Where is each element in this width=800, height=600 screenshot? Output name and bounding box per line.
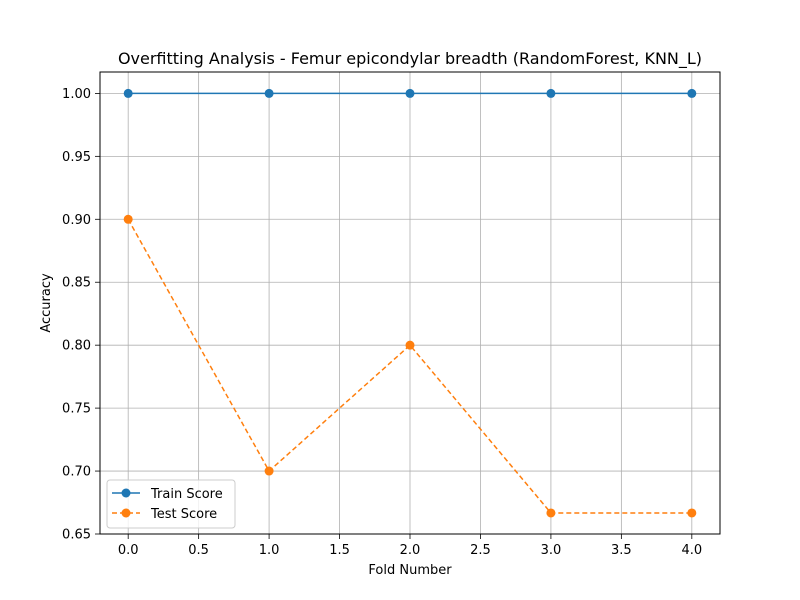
legend-train-marker [121, 488, 131, 498]
y-axis: 0.65 0.70 0.75 0.80 0.85 0.90 0.95 1.00 [62, 87, 100, 543]
train-score-point [687, 88, 697, 98]
x-tick-label: 4.0 [681, 543, 702, 558]
y-axis-label: Accuracy [39, 273, 54, 333]
train-score-point [546, 88, 556, 98]
train-score-point [123, 88, 133, 98]
x-tick-label: 1.5 [329, 543, 350, 558]
y-tick-label: 0.80 [62, 339, 91, 354]
y-tick-label: 0.85 [62, 276, 91, 291]
x-axis-label: Fold Number [368, 563, 452, 578]
chart-title: Overfitting Analysis - Femur epicondylar… [118, 49, 702, 69]
x-tick-label: 0.5 [188, 543, 209, 558]
y-tick-label: 0.95 [62, 150, 91, 165]
legend-test-marker [121, 508, 131, 518]
x-axis: 0.0 0.5 1.0 1.5 2.0 2.5 3.0 3.5 4.0 [118, 534, 702, 558]
legend-test-label: Test Score [150, 507, 217, 522]
test-score-point [123, 214, 133, 224]
test-score-point [546, 508, 556, 518]
legend-train-label: Train Score [150, 487, 223, 502]
x-tick-label: 3.0 [541, 543, 562, 558]
test-score-point [405, 340, 415, 350]
test-score-line [127, 218, 692, 514]
train-score-point [405, 88, 415, 98]
test-score-point [264, 466, 274, 476]
x-tick-label: 3.5 [611, 543, 632, 558]
train-score-point [264, 88, 274, 98]
legend-box [106, 479, 236, 529]
series-layer [123, 88, 697, 518]
y-tick-label: 0.70 [62, 465, 91, 480]
x-tick-label: 0.0 [118, 543, 139, 558]
y-tick-label: 0.75 [62, 402, 91, 417]
y-tick-label: 0.65 [62, 528, 91, 543]
y-tick-label: 0.90 [62, 213, 91, 228]
x-tick-label: 1.0 [259, 543, 280, 558]
x-tick-label: 2.0 [400, 543, 421, 558]
x-tick-label: 2.5 [470, 543, 491, 558]
legend: Train Score Test Score [106, 479, 236, 529]
test-score-point [687, 508, 697, 518]
y-tick-label: 1.00 [62, 87, 91, 102]
